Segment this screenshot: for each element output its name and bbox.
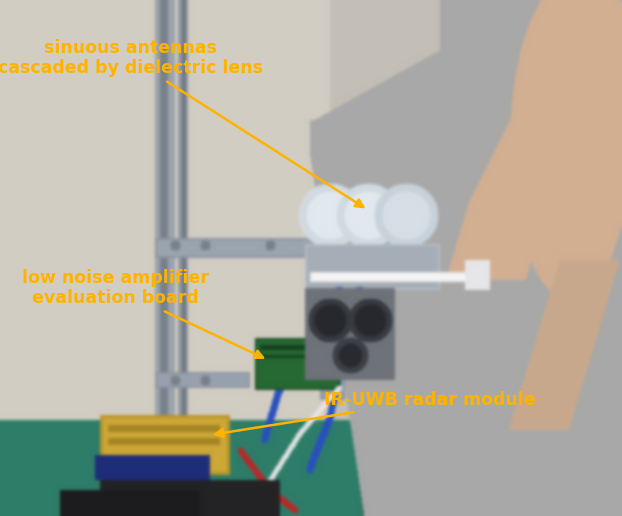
Text: low noise amplifier
evaluation board: low noise amplifier evaluation board [22, 269, 263, 358]
Text: IR-UWB radar module: IR-UWB radar module [215, 391, 536, 437]
Text: sinuous antennas
cascaded by dielectric lens: sinuous antennas cascaded by dielectric … [0, 39, 363, 207]
